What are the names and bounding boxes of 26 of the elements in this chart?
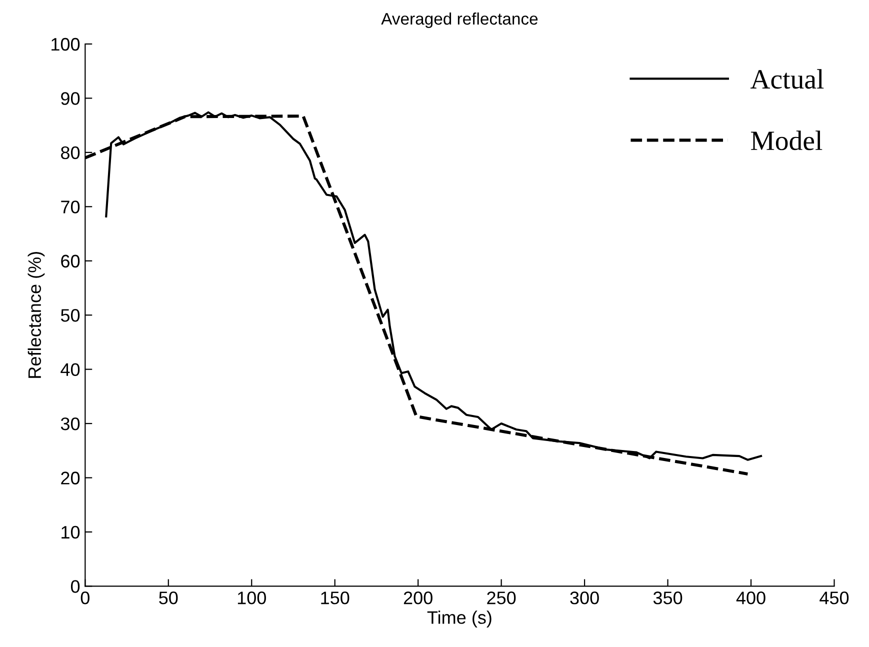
x-tick-label: 100 — [238, 592, 266, 604]
y-tick-label: 70 — [61, 200, 80, 214]
y-axis-title: Reflectance (%) — [28, 252, 45, 378]
legend-label: Model — [750, 130, 822, 150]
x-tick-label: 200 — [404, 592, 432, 604]
y-tick-label: 0 — [70, 580, 80, 593]
x-tick-label: 300 — [570, 592, 599, 604]
y-tick-label: 50 — [60, 309, 80, 322]
x-tick-label: 150 — [321, 592, 350, 604]
y-tick-label: 100 — [52, 38, 80, 51]
y-tick-label: 40 — [60, 363, 80, 376]
x-tick-label: 0 — [80, 592, 90, 604]
legend-label: Actual — [750, 69, 824, 89]
y-tick-label: 30 — [60, 417, 80, 430]
y-tick-label: 10 — [62, 526, 80, 539]
x-tick-label: 350 — [653, 592, 682, 604]
chart-title: Averaged reflectance — [381, 12, 538, 28]
x-tick-label: 50 — [159, 592, 178, 604]
y-tick-label: 80 — [61, 146, 80, 160]
x-axis-title: Time (s) — [427, 610, 492, 628]
y-tick-label: 90 — [61, 92, 80, 105]
x-tick-label: 400 — [736, 592, 766, 604]
x-tick-label: 450 — [820, 592, 849, 604]
x-tick-label: 250 — [487, 592, 516, 604]
y-tick-label: 20 — [61, 472, 80, 484]
y-tick-label: 60 — [61, 254, 80, 268]
